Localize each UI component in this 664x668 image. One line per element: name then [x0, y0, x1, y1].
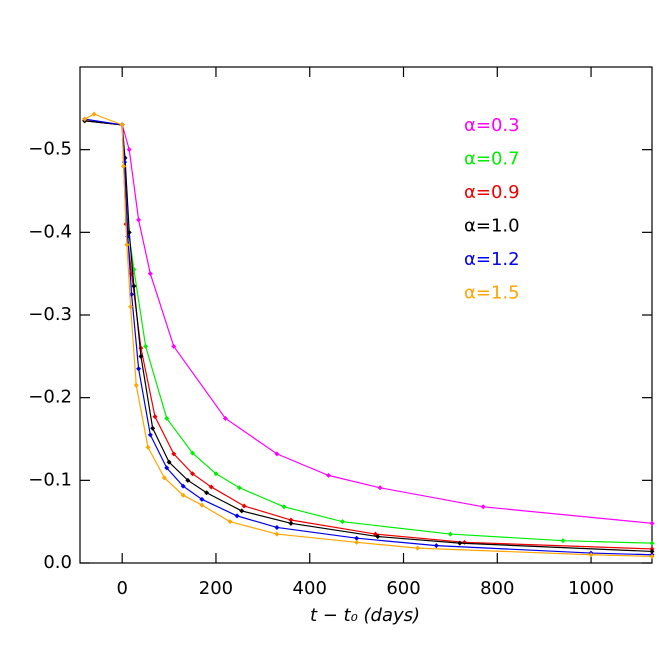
- data-point: [199, 496, 205, 502]
- data-point: [138, 345, 144, 351]
- data-point: [136, 366, 142, 372]
- data-point: [190, 471, 196, 477]
- data-point: [649, 553, 655, 559]
- y-tick-label: −0.3: [28, 304, 72, 325]
- y-tick-label: −0.4: [28, 221, 72, 242]
- data-point: [415, 545, 421, 551]
- data-point: [161, 475, 167, 481]
- data-point: [375, 534, 381, 540]
- data-point: [325, 472, 331, 478]
- legend-label: α=0.7: [464, 149, 520, 170]
- x-tick-label: 400: [293, 578, 327, 599]
- y-tick-label: −0.2: [28, 387, 72, 408]
- data-point: [190, 450, 196, 456]
- data-point: [354, 539, 360, 545]
- data-point: [119, 122, 125, 128]
- data-point: [150, 425, 156, 431]
- data-point: [288, 520, 294, 526]
- data-point: [152, 414, 158, 420]
- data-point: [208, 484, 214, 490]
- data-point: [180, 483, 186, 489]
- data-point: [124, 242, 130, 248]
- data-point: [274, 531, 280, 537]
- data-point: [222, 415, 228, 421]
- data-point: [147, 432, 153, 438]
- data-point: [180, 492, 186, 498]
- data-point: [447, 531, 453, 537]
- data-point: [199, 502, 205, 508]
- data-point: [274, 524, 280, 530]
- data-point: [288, 517, 294, 523]
- data-point: [136, 217, 142, 223]
- data-point: [171, 451, 177, 457]
- data-point: [239, 508, 245, 514]
- x-tick-label: 600: [386, 578, 420, 599]
- data-point: [433, 543, 439, 549]
- legend-label: α=0.3: [464, 115, 520, 136]
- legend-label: α=1.2: [464, 249, 520, 270]
- x-tick-label: 800: [480, 578, 514, 599]
- y-tick-label: −0.5: [28, 139, 72, 160]
- x-tick-label: 200: [199, 578, 233, 599]
- data-point: [91, 111, 97, 117]
- data-point: [213, 471, 219, 477]
- series-line: [84, 120, 652, 544]
- data-point: [164, 465, 170, 471]
- data-point: [227, 519, 233, 525]
- y-tick-label: 0.0: [43, 552, 72, 573]
- series-line: [84, 118, 652, 556]
- x-axis-label: t − t₀ (days): [310, 605, 420, 626]
- series-line: [84, 120, 652, 524]
- data-point: [126, 147, 132, 153]
- data-point: [281, 504, 287, 510]
- data-point: [649, 548, 655, 554]
- data-point: [164, 415, 170, 421]
- data-point: [480, 504, 486, 510]
- data-point: [122, 159, 128, 165]
- series-line: [84, 120, 652, 553]
- data-point: [649, 520, 655, 526]
- data-point: [204, 490, 210, 496]
- data-point: [377, 485, 383, 491]
- data-point: [354, 535, 360, 541]
- legend-label: α=0.9: [464, 182, 520, 203]
- plot-frame: [79, 66, 653, 564]
- data-point: [133, 382, 139, 388]
- data-point: [121, 163, 127, 169]
- data-point: [128, 304, 134, 310]
- x-tick-label: 1000: [568, 578, 614, 599]
- data-point: [166, 459, 172, 465]
- x-tick-label: 0: [116, 578, 127, 599]
- data-point: [138, 353, 144, 359]
- data-point: [588, 552, 594, 558]
- data-point: [131, 283, 137, 289]
- data-point: [457, 540, 463, 546]
- data-point: [171, 343, 177, 349]
- legend-label: α=1.0: [464, 216, 520, 237]
- data-point: [340, 519, 346, 525]
- y-tick-label: −0.1: [28, 469, 72, 490]
- data-point: [274, 451, 280, 457]
- data-point: [147, 271, 153, 277]
- data-point: [649, 540, 655, 546]
- data-point: [560, 538, 566, 544]
- data-point: [82, 116, 88, 122]
- legend-label: α=1.5: [464, 283, 520, 304]
- data-point: [185, 477, 191, 483]
- data-point: [145, 444, 151, 450]
- data-point: [236, 485, 242, 491]
- data-point: [234, 513, 240, 519]
- data-point: [241, 503, 247, 509]
- data-point: [461, 539, 467, 545]
- data-point: [143, 343, 149, 349]
